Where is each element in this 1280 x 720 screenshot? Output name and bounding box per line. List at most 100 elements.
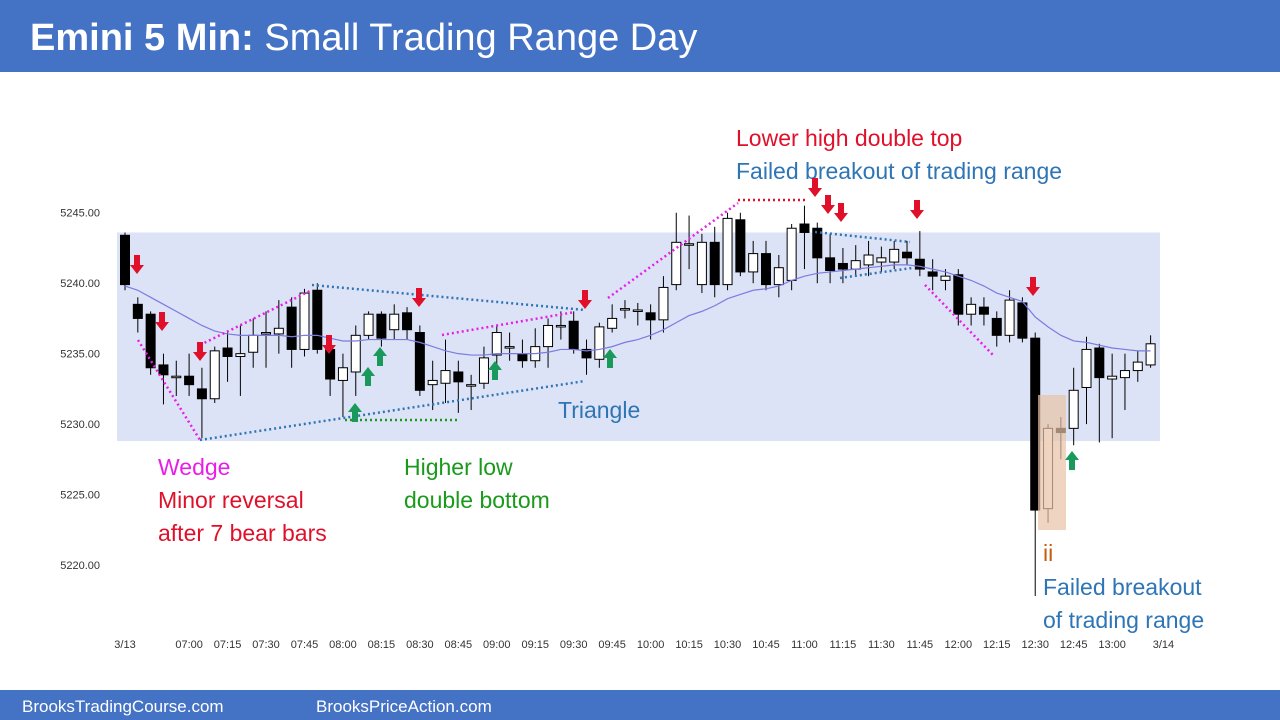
- footer-link[interactable]: BrooksPriceAction.com: [316, 697, 492, 716]
- y-tick-label: 5220.00: [60, 560, 100, 572]
- candle-body: [632, 309, 643, 312]
- candle-body: [953, 274, 964, 315]
- candle-body: [825, 257, 836, 272]
- sell-arrow: [1026, 277, 1040, 296]
- x-tick-label: 10:00: [637, 639, 665, 651]
- buy-arrow: [1065, 451, 1079, 470]
- candle-body: [773, 267, 784, 286]
- title: Emini 5 Min: Small Trading Range Day: [30, 17, 697, 59]
- footer-bar: [0, 690, 1280, 720]
- candle-body: [209, 350, 220, 400]
- candle-body: [927, 271, 938, 277]
- candle-body: [645, 312, 656, 321]
- annotation: Wedge: [158, 454, 230, 480]
- x-tick-label: 11:45: [906, 639, 933, 651]
- buy-arrow: [348, 403, 362, 422]
- sell-arrow: [130, 255, 144, 274]
- candle-body: [1081, 348, 1092, 388]
- candle-body: [312, 289, 323, 350]
- candle-body: [478, 357, 489, 384]
- candle-body: [273, 327, 284, 335]
- candle-body: [196, 388, 207, 400]
- candle-body: [735, 219, 746, 273]
- trend-line: [814, 230, 911, 244]
- annotation: Failed breakout: [1043, 574, 1202, 600]
- candle-body: [799, 223, 810, 233]
- candle-body: [414, 332, 425, 391]
- x-tick-label: 12:00: [945, 639, 973, 651]
- footer-link[interactable]: BrooksTradingCourse.com: [22, 697, 224, 716]
- trend-line: [839, 266, 913, 280]
- ii-highlight: [1038, 395, 1066, 530]
- candle-body: [543, 324, 554, 348]
- plot: 5220.00 5225.00 5230.00 5235.00 5240.00 5245.…: [60, 205, 1174, 651]
- candle-body: [1132, 361, 1143, 372]
- annotation: Failed breakout of trading range: [736, 158, 1062, 184]
- x-tick-label: 07:30: [252, 639, 280, 651]
- candle-body: [786, 227, 797, 281]
- x-tick-label: 10:45: [752, 639, 780, 651]
- trend-line: [607, 201, 739, 300]
- candle-body: [991, 317, 1002, 336]
- x-tick-label: 07:45: [291, 639, 319, 651]
- candle-body: [863, 254, 874, 266]
- sell-arrow: [193, 342, 207, 361]
- sell-arrow: [578, 290, 592, 309]
- title-lead: Emini 5 Min:: [30, 17, 254, 59]
- header-bar: [0, 0, 1280, 72]
- sell-arrow: [821, 195, 835, 214]
- x-tick-label: 09:00: [483, 639, 511, 651]
- candle-body: [568, 320, 579, 350]
- candle-body: [222, 347, 233, 357]
- trend-line: [199, 288, 313, 347]
- annotation: ii: [1043, 540, 1053, 566]
- candle-body: [440, 370, 451, 384]
- candle-body: [325, 348, 336, 380]
- buy-arrow: [488, 361, 502, 380]
- x-tick-label: 08:45: [445, 639, 473, 651]
- candle-body: [914, 258, 925, 270]
- y-tick-label: 5245.00: [60, 208, 100, 220]
- buy-arrow: [361, 367, 375, 386]
- candle-body: [555, 324, 566, 328]
- annotation: Triangle: [558, 397, 640, 423]
- candle-body: [709, 241, 720, 286]
- candle-body: [261, 332, 272, 335]
- candle-body: [1068, 389, 1079, 429]
- moving-average: [124, 264, 1151, 356]
- x-tick-label: 09:30: [560, 639, 588, 651]
- candle-body: [389, 313, 400, 331]
- candle-body: [184, 375, 195, 386]
- y-tick-label: 5240.00: [60, 278, 100, 290]
- candle-body: [248, 334, 259, 353]
- x-tick-label: 13:00: [1098, 639, 1126, 651]
- candle-body: [978, 306, 989, 315]
- candle-body: [337, 367, 348, 381]
- sell-arrow: [834, 203, 848, 222]
- annotation: after 7 bear bars: [158, 520, 327, 546]
- y-tick-label: 5225.00: [60, 490, 100, 502]
- x-tick-label: 07:15: [214, 639, 242, 651]
- candle-body: [876, 257, 887, 263]
- x-tick-label: 09:45: [598, 639, 626, 651]
- candle-body: [889, 248, 900, 263]
- candle-body: [132, 303, 143, 319]
- x-tick-label: 07:00: [175, 639, 203, 651]
- x-tick-label: 12:15: [983, 639, 1011, 651]
- candle-body: [171, 375, 182, 379]
- candle-body: [491, 332, 502, 356]
- x-tick-label: 12:30: [1021, 639, 1049, 651]
- candle-body: [402, 312, 413, 331]
- candle-body: [940, 275, 951, 281]
- candle-body: [1004, 299, 1015, 336]
- candle-body: [812, 227, 823, 259]
- candle-body: [453, 371, 464, 383]
- x-tick-label: 3/13: [114, 639, 135, 651]
- candle-body: [350, 334, 361, 373]
- candle-body: [761, 253, 771, 286]
- candle-body: [158, 364, 169, 376]
- x-tick-label: 08:00: [329, 639, 357, 651]
- annotation: Lower high double top: [736, 125, 962, 151]
- trend-line: [924, 284, 994, 356]
- candle-body: [235, 353, 246, 357]
